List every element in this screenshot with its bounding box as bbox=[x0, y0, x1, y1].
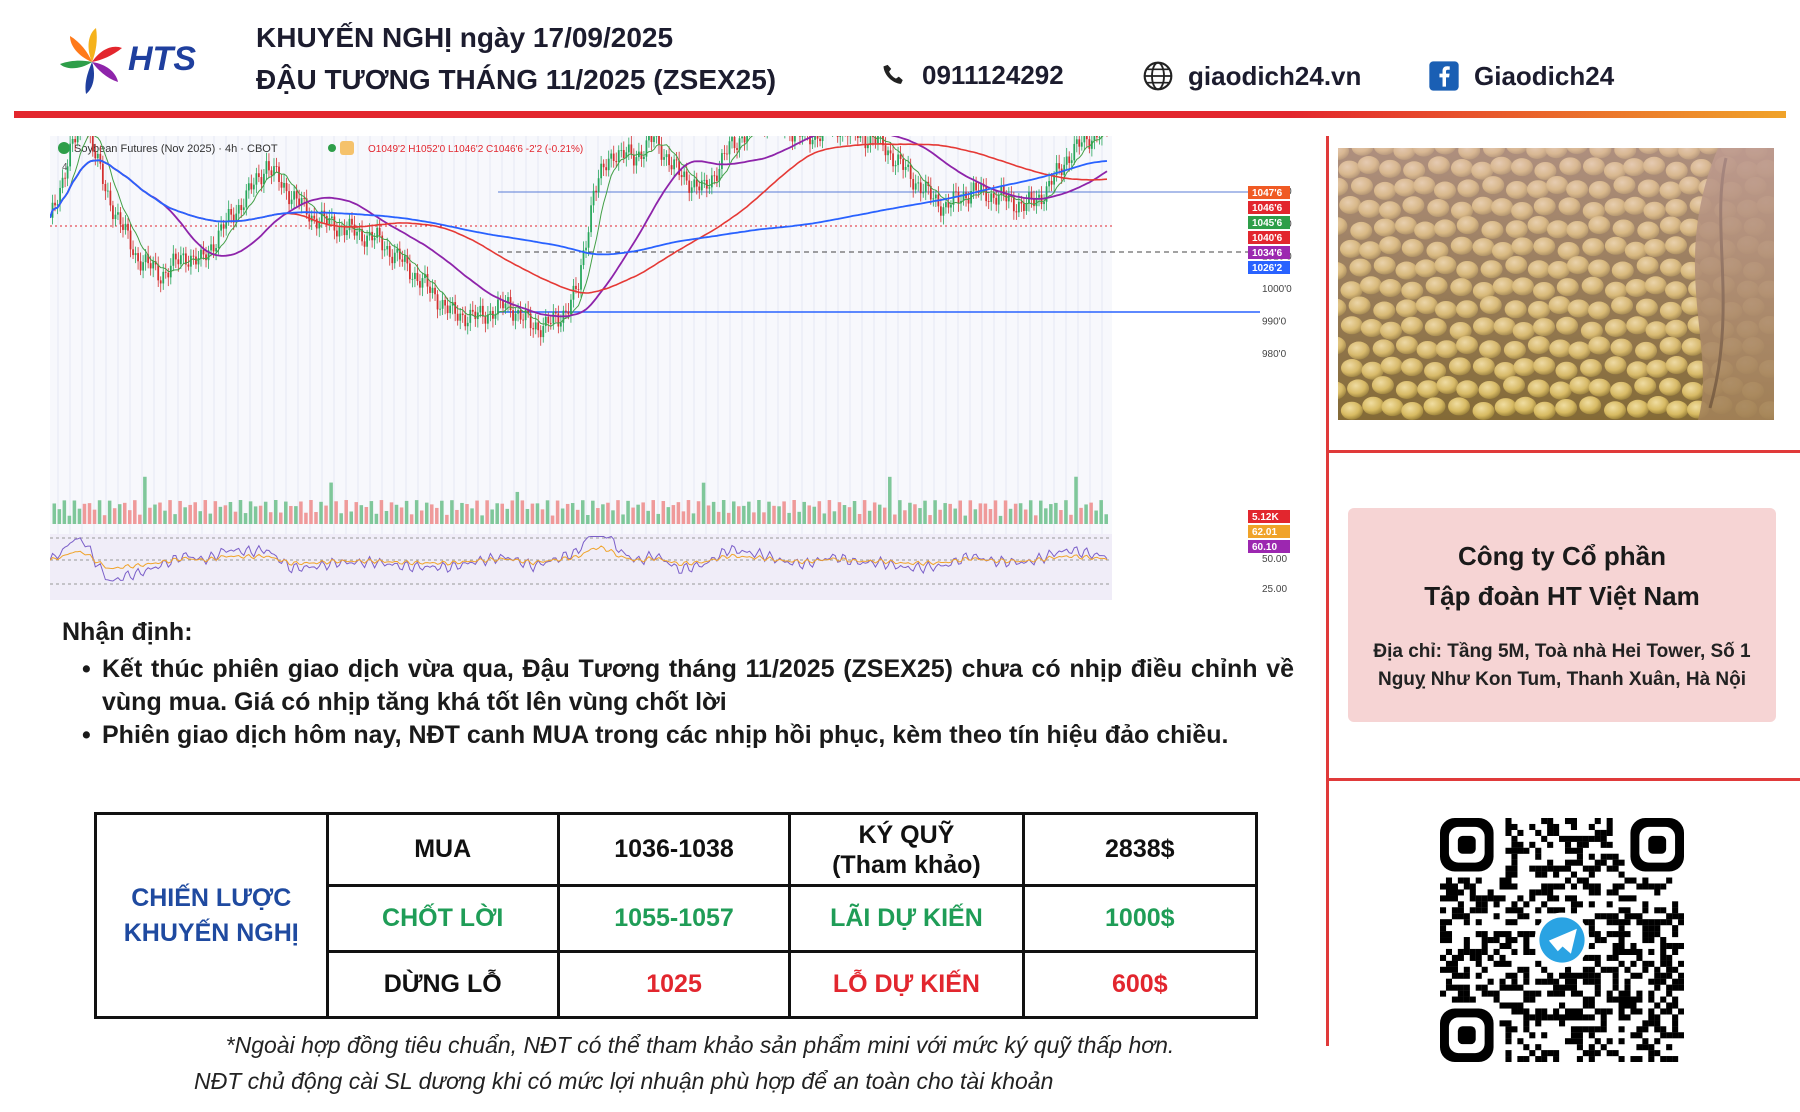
price-axis-tick: 1000'0 bbox=[1262, 284, 1292, 295]
stop-loss-label: DỪNG LỖ bbox=[325, 950, 560, 1019]
qr-finder-top-right bbox=[1630, 818, 1684, 872]
price-tag: 1045'6 bbox=[1252, 218, 1283, 229]
symbol-icon bbox=[58, 142, 70, 154]
assessment-section: Nhận định: Kết thúc phiên giao dịch vừa … bbox=[62, 618, 1294, 752]
globe-icon bbox=[1143, 61, 1173, 91]
sidebar-divider bbox=[1326, 136, 1329, 1046]
telegram-qr-code[interactable] bbox=[1440, 818, 1684, 1062]
price-axis-tick: 990'0 bbox=[1262, 317, 1287, 328]
hts-logo bbox=[60, 28, 122, 94]
assessment-bullet-2: Phiên giao dịch hôm nay, NĐT canh MUA tr… bbox=[62, 719, 1294, 752]
price-tag: 1046'6 bbox=[1252, 203, 1283, 214]
price-tag: 1040'6 bbox=[1252, 233, 1283, 244]
footer-note-1: *Ngoài hợp đồng tiêu chuẩn, NĐT có thể t… bbox=[225, 1032, 1175, 1058]
stop-loss-value: 1025 bbox=[556, 950, 792, 1019]
footer-note-2: NĐT chủ động cài SL dương khi có mức lợi… bbox=[194, 1068, 1054, 1094]
website-link: giaodich24.vn bbox=[1188, 60, 1362, 91]
price-tag: 1047'6 bbox=[1252, 188, 1283, 199]
header-divider bbox=[14, 111, 1786, 118]
buy-label: MUA bbox=[325, 812, 560, 887]
buy-value: 1036-1038 bbox=[556, 812, 792, 887]
take-profit-value: 1055-1057 bbox=[556, 884, 792, 953]
qr-finder-bottom-left bbox=[1440, 1008, 1494, 1062]
strategy-label: CHIẾN LƯỢC KHUYẾN NGHỊ bbox=[94, 812, 329, 1019]
phone-contact[interactable]: 0911124292 bbox=[880, 60, 1064, 91]
assessment-bullet-1: Kết thúc phiên giao dịch vừa qua, Đậu Tư… bbox=[62, 653, 1294, 719]
sidebar-divider-bottom bbox=[1326, 778, 1800, 781]
website-contact[interactable]: giaodich24.vn bbox=[1142, 60, 1361, 92]
assessment-heading: Nhận định: bbox=[62, 618, 193, 646]
expected-loss-value: 600$ bbox=[1021, 950, 1259, 1019]
price-tag: 1026'2 bbox=[1252, 263, 1283, 274]
company-info: Công ty Cổ phần Tập đoàn HT Việt Nam Địa… bbox=[1348, 508, 1776, 722]
sidebar-divider-top bbox=[1326, 450, 1800, 453]
facebook-page: Giaodich24 bbox=[1474, 60, 1615, 91]
company-address-line2: Nguỵ Như Kon Tum, Thanh Xuân, Hà Nội bbox=[1377, 669, 1747, 690]
company-name-line2: Tập đoàn HT Việt Nam bbox=[1424, 581, 1700, 611]
rsi-axis-tick: 50.00 bbox=[1262, 554, 1287, 565]
take-profit-label: CHỐT LỜI bbox=[325, 884, 560, 953]
company-address-line1: Địa chỉ: Tầng 5M, Toà nhà Hei Tower, Số … bbox=[1373, 641, 1751, 662]
price-tag: 1034'6 bbox=[1252, 248, 1283, 259]
status-dot-icon bbox=[328, 144, 336, 152]
delay-badge-icon bbox=[340, 141, 354, 155]
report-subtitle: ĐẬU TƯƠNG THÁNG 11/2025 (ZSEX25) bbox=[256, 64, 777, 95]
qr-finder-top-left bbox=[1440, 818, 1494, 872]
rsi-axis-tick: 25.00 bbox=[1262, 584, 1287, 595]
chart-legend-title: Soybean Futures (Nov 2025) · 4h · CBOT bbox=[74, 143, 278, 155]
facebook-icon bbox=[1429, 61, 1459, 91]
soybean-photo bbox=[1338, 148, 1774, 420]
rsi-tag: 60.10 bbox=[1252, 542, 1277, 553]
expected-profit-value: 1000$ bbox=[1021, 884, 1259, 953]
expected-profit-label: LÃI DỰ KIẾN bbox=[788, 884, 1025, 953]
facebook-contact[interactable]: Giaodich24 bbox=[1428, 60, 1614, 92]
price-chart: Soybean Futures (Nov 2025) · 4h · CBOT O… bbox=[50, 136, 1300, 600]
margin-value: 2838$ bbox=[1021, 812, 1259, 887]
indicator-toggle[interactable]: 4 bbox=[62, 162, 68, 173]
volume-tag: 5.12K bbox=[1252, 512, 1279, 523]
company-name-line1: Công ty Cổ phần bbox=[1458, 541, 1666, 571]
strategy-table: CHIẾN LƯỢC KHUYẾN NGHỊ MUA 1036-1038 KÝ … bbox=[94, 812, 1259, 1019]
phone-icon bbox=[883, 64, 903, 84]
price-axis-tick: 980'0 bbox=[1262, 349, 1287, 360]
margin-label: KÝ QUỸ (Tham khảo) bbox=[788, 812, 1025, 887]
logo-text: HTS bbox=[128, 40, 196, 78]
phone-number: 0911124292 bbox=[922, 60, 1064, 90]
chart-ohlc: O1049'2 H1052'0 L1046'2 C1046'6 -2'2 (-0… bbox=[368, 144, 583, 155]
expected-loss-label: LỖ DỰ KIẾN bbox=[788, 950, 1025, 1019]
report-title: KHUYẾN NGHỊ ngày 17/09/2025 bbox=[256, 22, 674, 53]
rsi-tag: 62.01 bbox=[1252, 527, 1277, 538]
